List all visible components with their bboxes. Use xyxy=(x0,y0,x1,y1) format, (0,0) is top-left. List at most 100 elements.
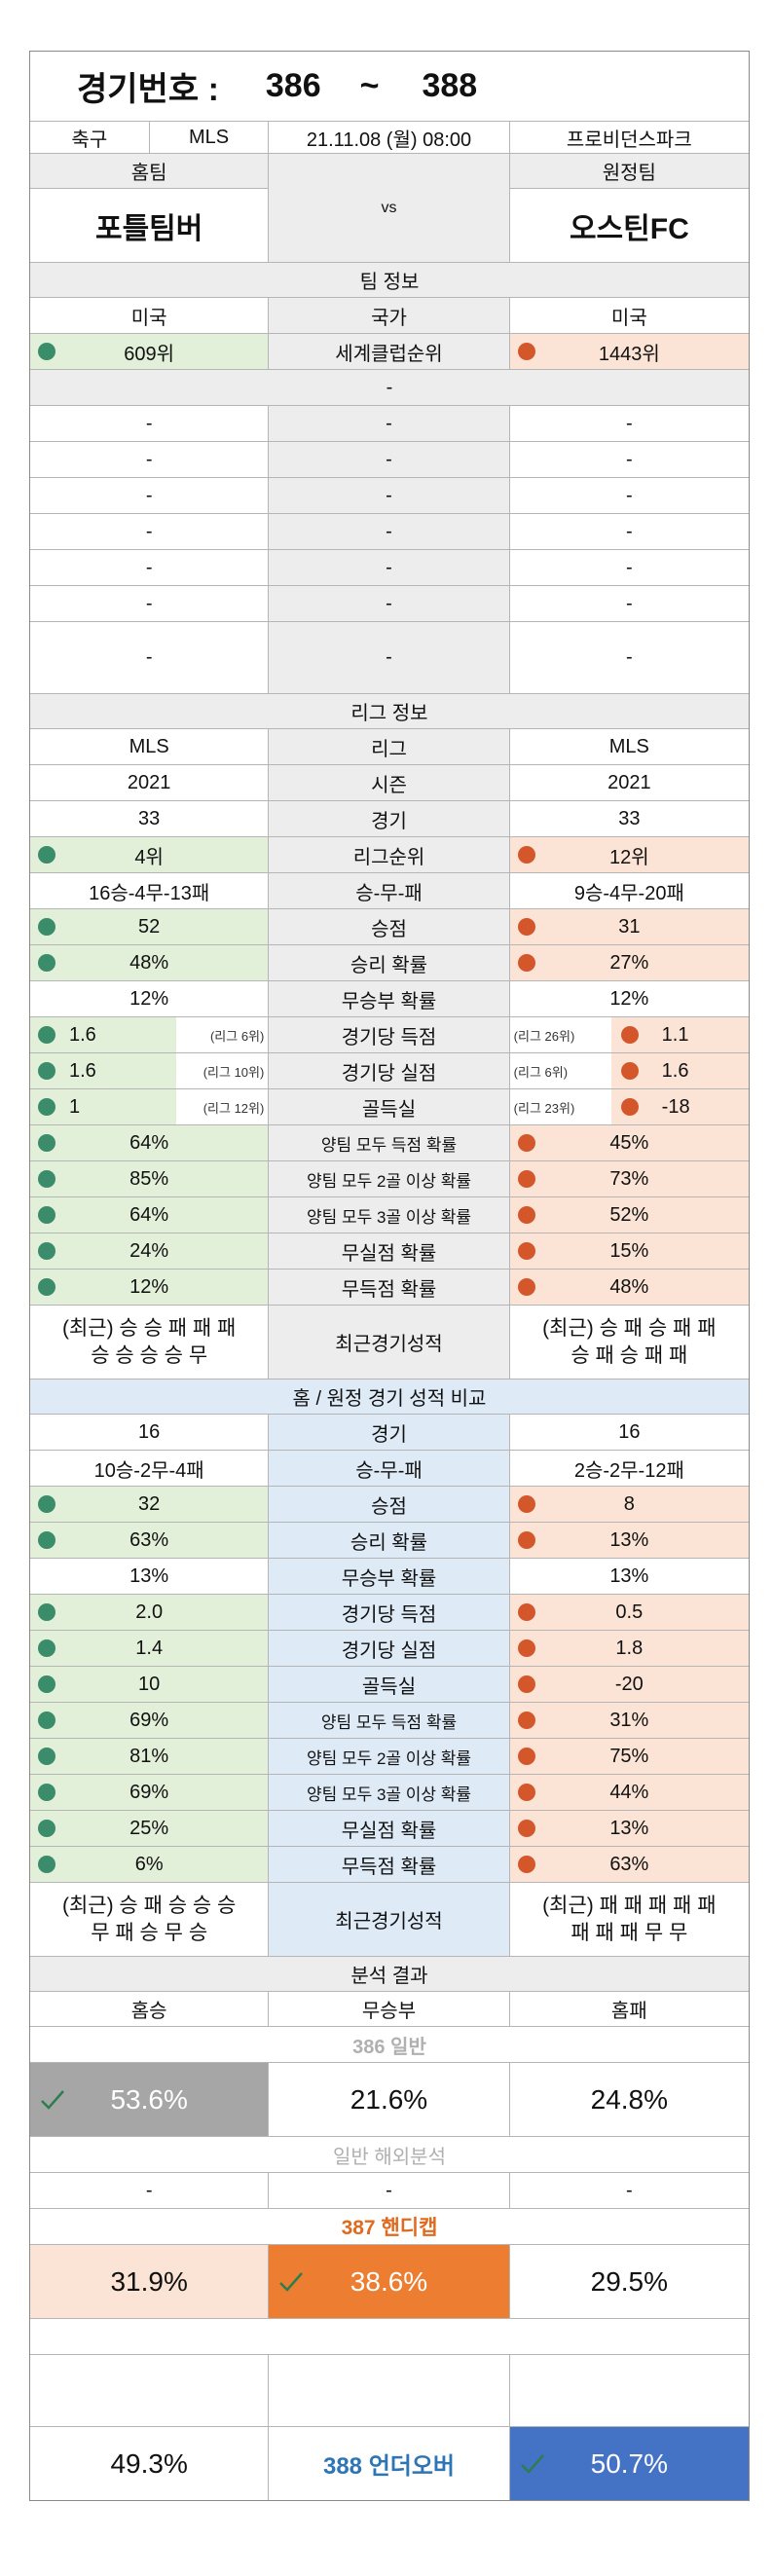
outcome-labels-row: 홈승 무승부 홈패 xyxy=(30,1992,749,2027)
league-stat-away-value: 31 xyxy=(509,909,749,944)
match-datetime: 21.11.08 (월) 08:00 xyxy=(269,122,510,153)
home-dot-icon xyxy=(38,1639,55,1657)
away-dot-icon xyxy=(620,1098,639,1116)
ha-stat-away-text: 44% xyxy=(609,1781,649,1803)
league-stat-row: 12% 무승부 확률 12% xyxy=(30,981,749,1017)
league-stat-away-fill: -18 xyxy=(610,1089,749,1124)
over-value: 50.7% xyxy=(509,2427,749,2500)
blank-away: - xyxy=(626,646,633,668)
ha-stat-label: 승점 xyxy=(269,1487,510,1522)
ha-stat-home-value: 63% xyxy=(30,1523,270,1558)
league-stat-home-text: 48% xyxy=(129,951,169,974)
blank-home: - xyxy=(30,586,270,621)
league-stat-label: 골득실 xyxy=(269,1089,510,1124)
league-stat-away-fill: 1.6 xyxy=(610,1053,749,1088)
ha-recent-away: (최근) 패 패 패 패 패 패 패 패 무 무 xyxy=(510,1883,749,1956)
ha-stat-away-text: 13% xyxy=(609,1817,649,1839)
ha-stat-away-value: 31% xyxy=(509,1703,749,1738)
team-info-title: 팀 정보 xyxy=(359,272,420,293)
league-stat-away-value: 2021 xyxy=(607,771,651,793)
world-rank-label: 세계클럽순위 xyxy=(269,334,510,369)
draw-label: 무승부 xyxy=(269,1992,510,2026)
ha-stat-away-text: 0.5 xyxy=(615,1601,644,1623)
league-stat-label: 무승부 확률 xyxy=(269,981,510,1016)
ha-stat-home-text: 10 xyxy=(138,1673,161,1695)
ha-stat-label: 경기 xyxy=(269,1415,510,1450)
ha-stat-row: 10 골득실 -20 xyxy=(30,1667,749,1703)
home-dot-icon xyxy=(38,1242,55,1260)
home-dot-icon xyxy=(38,1856,55,1873)
league-stat-row: 52 승점 31 xyxy=(30,909,749,945)
empty-cell xyxy=(30,2319,749,2354)
league-stat-row: 16승-4무-13패 승-무-패 9승-4무-20패 xyxy=(30,873,749,909)
blank-section-header: - xyxy=(30,370,749,406)
league-stat-away-value: 15% xyxy=(509,1233,749,1269)
league-recent-away: (최근) 승 패 승 패 패 승 패 승 패 패 xyxy=(510,1306,749,1379)
home-country: 미국 xyxy=(30,298,270,333)
ha-stat-home-value: 25% xyxy=(30,1811,270,1846)
handicap-draw-value: 38.6% xyxy=(269,2245,510,2318)
league-recent-home-line1: (최근) 승 승 패 패 패 xyxy=(61,1316,237,1340)
check-icon xyxy=(520,2453,544,2474)
blank-home: - xyxy=(30,622,270,693)
ha-recent-home-line1: (최근) 승 패 승 승 승 xyxy=(61,1894,237,1917)
league-stat-home-fill: 1 xyxy=(30,1089,176,1124)
league-stat-away-value: 27% xyxy=(509,945,749,980)
league-stat-home-fill: 1.6 xyxy=(30,1017,176,1052)
league-stat-row: 24% 무실점 확률 15% xyxy=(30,1233,749,1270)
ha-stat-away-value: 1.8 xyxy=(509,1631,749,1666)
league-recent-home-line2: 승 승 승 승 무 xyxy=(91,1343,208,1367)
league-stat-label: 경기당 실점 xyxy=(269,1053,510,1088)
league-stat-away-text: 31 xyxy=(618,915,641,938)
ha-stat-label: 양팀 모두 3골 이상 확률 xyxy=(269,1775,510,1810)
away-country: 미국 xyxy=(610,307,647,329)
title-row: 경기번호 : 386 ~ 388 xyxy=(30,52,749,122)
league-stat-away-value: 48% xyxy=(509,1270,749,1305)
league-stat-away-value: 52% xyxy=(509,1197,749,1233)
ha-recent-home: (최근) 승 패 승 승 승 무 패 승 무 승 xyxy=(30,1883,270,1956)
away-world-rank: 1443위 xyxy=(509,334,749,369)
league-stat-label: 양팀 모두 2골 이상 확률 xyxy=(269,1161,510,1196)
league-stat-home-value: 33 xyxy=(30,801,270,836)
away-dot-icon xyxy=(517,846,535,864)
home-team-name: 포틀팀버 xyxy=(94,212,203,245)
league-stat-home-value: 64% xyxy=(30,1197,270,1233)
league-stat-home-text: 24% xyxy=(129,1239,169,1262)
venue: 프로비던스파크 xyxy=(566,129,692,151)
game-from: 386 xyxy=(265,67,321,104)
ha-stat-row: 10승-2무-4패 승-무-패 2승-2무-12패 xyxy=(30,1451,749,1487)
away-dot-icon xyxy=(517,1784,535,1801)
home-dot-icon xyxy=(38,343,55,360)
country-row: 미국 국가 미국 xyxy=(30,298,749,334)
ha-recent-away-line2: 패 패 패 무 무 xyxy=(571,1921,688,1944)
home-away-title: 홈 / 원정 경기 성적 비교 xyxy=(292,1388,487,1410)
ha-stat-row: 6% 무득점 확률 63% xyxy=(30,1847,749,1883)
league-stat-home-text: 85% xyxy=(129,1167,169,1190)
league-stat-away-value: 9승-4무-20패 xyxy=(573,882,684,904)
ha-stat-home-value: 69% xyxy=(30,1775,270,1810)
ha-stat-row: 25% 무실점 확률 13% xyxy=(30,1811,749,1847)
ha-stat-away-text: -20 xyxy=(614,1673,644,1695)
league-stat-home-value: MLS xyxy=(30,729,270,764)
blank-row: --- xyxy=(30,514,749,550)
league-stat-home-value: 2021 xyxy=(30,765,270,800)
ha-stat-away-value: -20 xyxy=(509,1667,749,1702)
ha-stat-row: 16 경기 16 xyxy=(30,1415,749,1451)
away-dot-icon xyxy=(517,1639,535,1657)
world-rank-row: 609위 세계클럽순위 1443위 xyxy=(30,334,749,370)
league-stat-row: 64% 양팀 모두 득점 확률 45% xyxy=(30,1125,749,1161)
league-info-header: 리그 정보 xyxy=(30,694,749,729)
ha-stat-away-text: 8 xyxy=(623,1492,635,1515)
ha-stat-away-value: 16 xyxy=(618,1420,641,1443)
ha-stat-label: 무승부 확률 xyxy=(269,1559,510,1594)
home-world-rank-value: 609위 xyxy=(124,343,175,365)
league-stat-away-rank: (리그 6위) xyxy=(513,1064,569,1080)
general-loss-value: 24.8% xyxy=(590,2083,669,2115)
empty-loss xyxy=(510,2355,749,2426)
blank-away: - xyxy=(626,412,633,434)
ha-stat-row: 1.4 경기당 실점 1.8 xyxy=(30,1631,749,1667)
ha-stat-away-value: 13% xyxy=(509,1523,749,1558)
ha-stat-home-text: 6% xyxy=(134,1853,164,1875)
ha-stat-home-value: 10 xyxy=(30,1667,270,1702)
home-dot-icon xyxy=(38,1711,55,1729)
